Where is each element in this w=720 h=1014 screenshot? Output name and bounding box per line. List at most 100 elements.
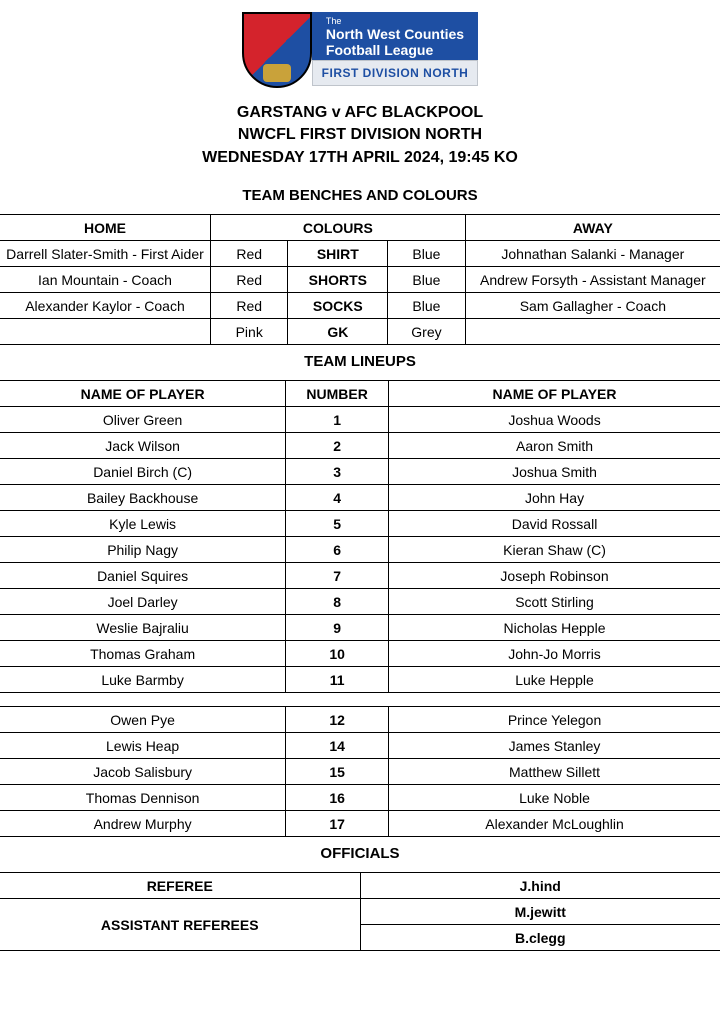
player-number: 10 (286, 641, 389, 667)
team-sheet-page: The North West Counties Football League … (0, 0, 720, 951)
match-datetime: WEDNESDAY 17TH APRIL 2024, 19:45 KO (0, 147, 720, 169)
assistant-row: ASSISTANT REFEREES M.jewitt (0, 899, 720, 925)
player-number: 1 (286, 407, 389, 433)
lineups-row: Jack Wilson2Aaron Smith (0, 433, 720, 459)
home-player: Lewis Heap (0, 733, 286, 759)
home-player: Thomas Dennison (0, 785, 286, 811)
benches-row: Ian Mountain - Coach Red SHORTS Blue And… (0, 267, 720, 293)
player-number: 14 (286, 733, 389, 759)
logo-top: The North West Counties Football League (312, 12, 478, 60)
lineups-row: Andrew Murphy17Alexander McLoughlin (0, 811, 720, 837)
kit-item: SOCKS (288, 293, 388, 319)
lineups-header-row: NAME OF PLAYERNUMBERNAME OF PLAYER (0, 381, 720, 407)
home-player: Andrew Murphy (0, 811, 286, 837)
lineups-row: Daniel Birch (C)3Joshua Smith (0, 459, 720, 485)
lineups-row: Oliver Green1Joshua Woods (0, 407, 720, 433)
home-staff: Alexander Kaylor - Coach (0, 293, 210, 319)
lineups-row: Kyle Lewis5David Rossall (0, 511, 720, 537)
away-colour: Blue (388, 293, 466, 319)
home-player: Weslie Bajraliu (0, 615, 286, 641)
lineups-row: Weslie Bajraliu9Nicholas Hepple (0, 615, 720, 641)
home-player-header: NAME OF PLAYER (0, 381, 286, 407)
logo-text: The North West Counties Football League … (312, 12, 478, 88)
player-number: 2 (286, 433, 389, 459)
lineups-row: Lewis Heap14James Stanley (0, 733, 720, 759)
home-staff (0, 319, 210, 345)
player-number: 16 (286, 785, 389, 811)
lineups-row: Thomas Dennison16Luke Noble (0, 785, 720, 811)
player-number: 15 (286, 759, 389, 785)
player-number: 7 (286, 563, 389, 589)
league-logo: The North West Counties Football League … (242, 12, 478, 88)
player-number: 5 (286, 511, 389, 537)
benches-row: Pink GK Grey (0, 319, 720, 345)
colours-header: COLOURS (210, 215, 465, 241)
assistants-label: ASSISTANT REFEREES (0, 899, 360, 951)
gap-cell (0, 693, 720, 707)
lineups-title: TEAM LINEUPS (0, 353, 720, 370)
lineups-row: Thomas Graham10John-Jo Morris (0, 641, 720, 667)
home-colour: Pink (210, 319, 288, 345)
assistant2-name: B.clegg (360, 925, 720, 951)
away-player: Scott Stirling (389, 589, 720, 615)
away-player-header: NAME OF PLAYER (389, 381, 720, 407)
away-player: Joshua Smith (389, 459, 720, 485)
lineups-row: Philip Nagy6Kieran Shaw (C) (0, 537, 720, 563)
kit-item: SHIRT (288, 241, 388, 267)
kit-item: SHORTS (288, 267, 388, 293)
referee-name: J.hind (360, 873, 720, 899)
player-number: 6 (286, 537, 389, 563)
away-player: David Rossall (389, 511, 720, 537)
lineups-row: Bailey Backhouse4John Hay (0, 485, 720, 511)
player-number: 12 (286, 707, 389, 733)
away-player: Alexander McLoughlin (389, 811, 720, 837)
lineups-gap-row (0, 693, 720, 707)
home-colour: Red (210, 241, 288, 267)
logo-area: The North West Counties Football League … (0, 12, 720, 88)
league-title: NWCFL FIRST DIVISION NORTH (0, 124, 720, 146)
player-number: 3 (286, 459, 389, 485)
home-player: Jacob Salisbury (0, 759, 286, 785)
home-colour: Red (210, 267, 288, 293)
lineups-row: Joel Darley8Scott Stirling (0, 589, 720, 615)
home-player: Luke Barmby (0, 667, 286, 693)
away-staff: Sam Gallagher - Coach (465, 293, 720, 319)
home-header: HOME (0, 215, 210, 241)
benches-row: Darrell Slater-Smith - First Aider Red S… (0, 241, 720, 267)
lineups-row: Daniel Squires7Joseph Robinson (0, 563, 720, 589)
logo-the: The (326, 16, 464, 26)
home-player: Oliver Green (0, 407, 286, 433)
benches-row: Alexander Kaylor - Coach Red SOCKS Blue … (0, 293, 720, 319)
player-number: 8 (286, 589, 389, 615)
officials-table: REFEREE J.hind ASSISTANT REFEREES M.jewi… (0, 872, 720, 951)
away-player: Kieran Shaw (C) (389, 537, 720, 563)
away-colour: Blue (388, 267, 466, 293)
home-player: Owen Pye (0, 707, 286, 733)
benches-table: HOME COLOURS AWAY Darrell Slater-Smith -… (0, 214, 720, 345)
match-header: GARSTANG v AFC BLACKPOOL NWCFL FIRST DIV… (0, 102, 720, 169)
assistant1-name: M.jewitt (360, 899, 720, 925)
away-player: Aaron Smith (389, 433, 720, 459)
home-player: Kyle Lewis (0, 511, 286, 537)
away-player: John Hay (389, 485, 720, 511)
benches-header-row: HOME COLOURS AWAY (0, 215, 720, 241)
away-player: Nicholas Hepple (389, 615, 720, 641)
away-staff: Johnathan Salanki - Manager (465, 241, 720, 267)
lineups-row: Owen Pye12Prince Yelegon (0, 707, 720, 733)
match-title: GARSTANG v AFC BLACKPOOL (0, 102, 720, 124)
home-colour: Red (210, 293, 288, 319)
logo-division: FIRST DIVISION NORTH (312, 60, 478, 86)
away-colour: Blue (388, 241, 466, 267)
away-player: James Stanley (389, 733, 720, 759)
away-player: John-Jo Morris (389, 641, 720, 667)
player-number: 17 (286, 811, 389, 837)
player-number: 11 (286, 667, 389, 693)
lineups-row: Jacob Salisbury15Matthew Sillett (0, 759, 720, 785)
home-player: Jack Wilson (0, 433, 286, 459)
away-player: Luke Noble (389, 785, 720, 811)
benches-title: TEAM BENCHES AND COLOURS (0, 187, 720, 204)
referee-label: REFEREE (0, 873, 360, 899)
away-player: Luke Hepple (389, 667, 720, 693)
home-player: Daniel Birch (C) (0, 459, 286, 485)
away-player: Matthew Sillett (389, 759, 720, 785)
